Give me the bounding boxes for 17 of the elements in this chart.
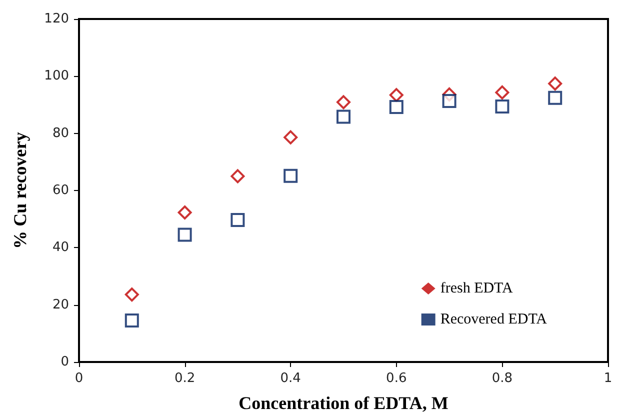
legend-label: Recovered EDTA xyxy=(440,312,548,328)
y-tick-label: 40 xyxy=(52,240,69,256)
y-tick-label: 0 xyxy=(60,354,69,370)
x-axis-title: Concentration of EDTA, M xyxy=(238,393,448,413)
legend-label: fresh EDTA xyxy=(440,280,514,296)
x-tick-label: 0.8 xyxy=(492,371,513,386)
y-tick-label: 100 xyxy=(44,68,69,84)
y-tick-label: 80 xyxy=(52,126,69,141)
x-tick-label: 0 xyxy=(74,371,84,386)
y-axis-title: % Cu recovery xyxy=(10,132,30,249)
y-tick-label: 60 xyxy=(52,183,69,198)
y-tick-label: 120 xyxy=(44,12,69,26)
x-tick-label: 0.4 xyxy=(280,371,301,386)
x-tick-label: 0.6 xyxy=(386,371,407,386)
x-tick-label: 1 xyxy=(604,371,612,386)
x-tick-label: 0.2 xyxy=(174,371,196,386)
y-tick-label: 20 xyxy=(52,297,69,312)
